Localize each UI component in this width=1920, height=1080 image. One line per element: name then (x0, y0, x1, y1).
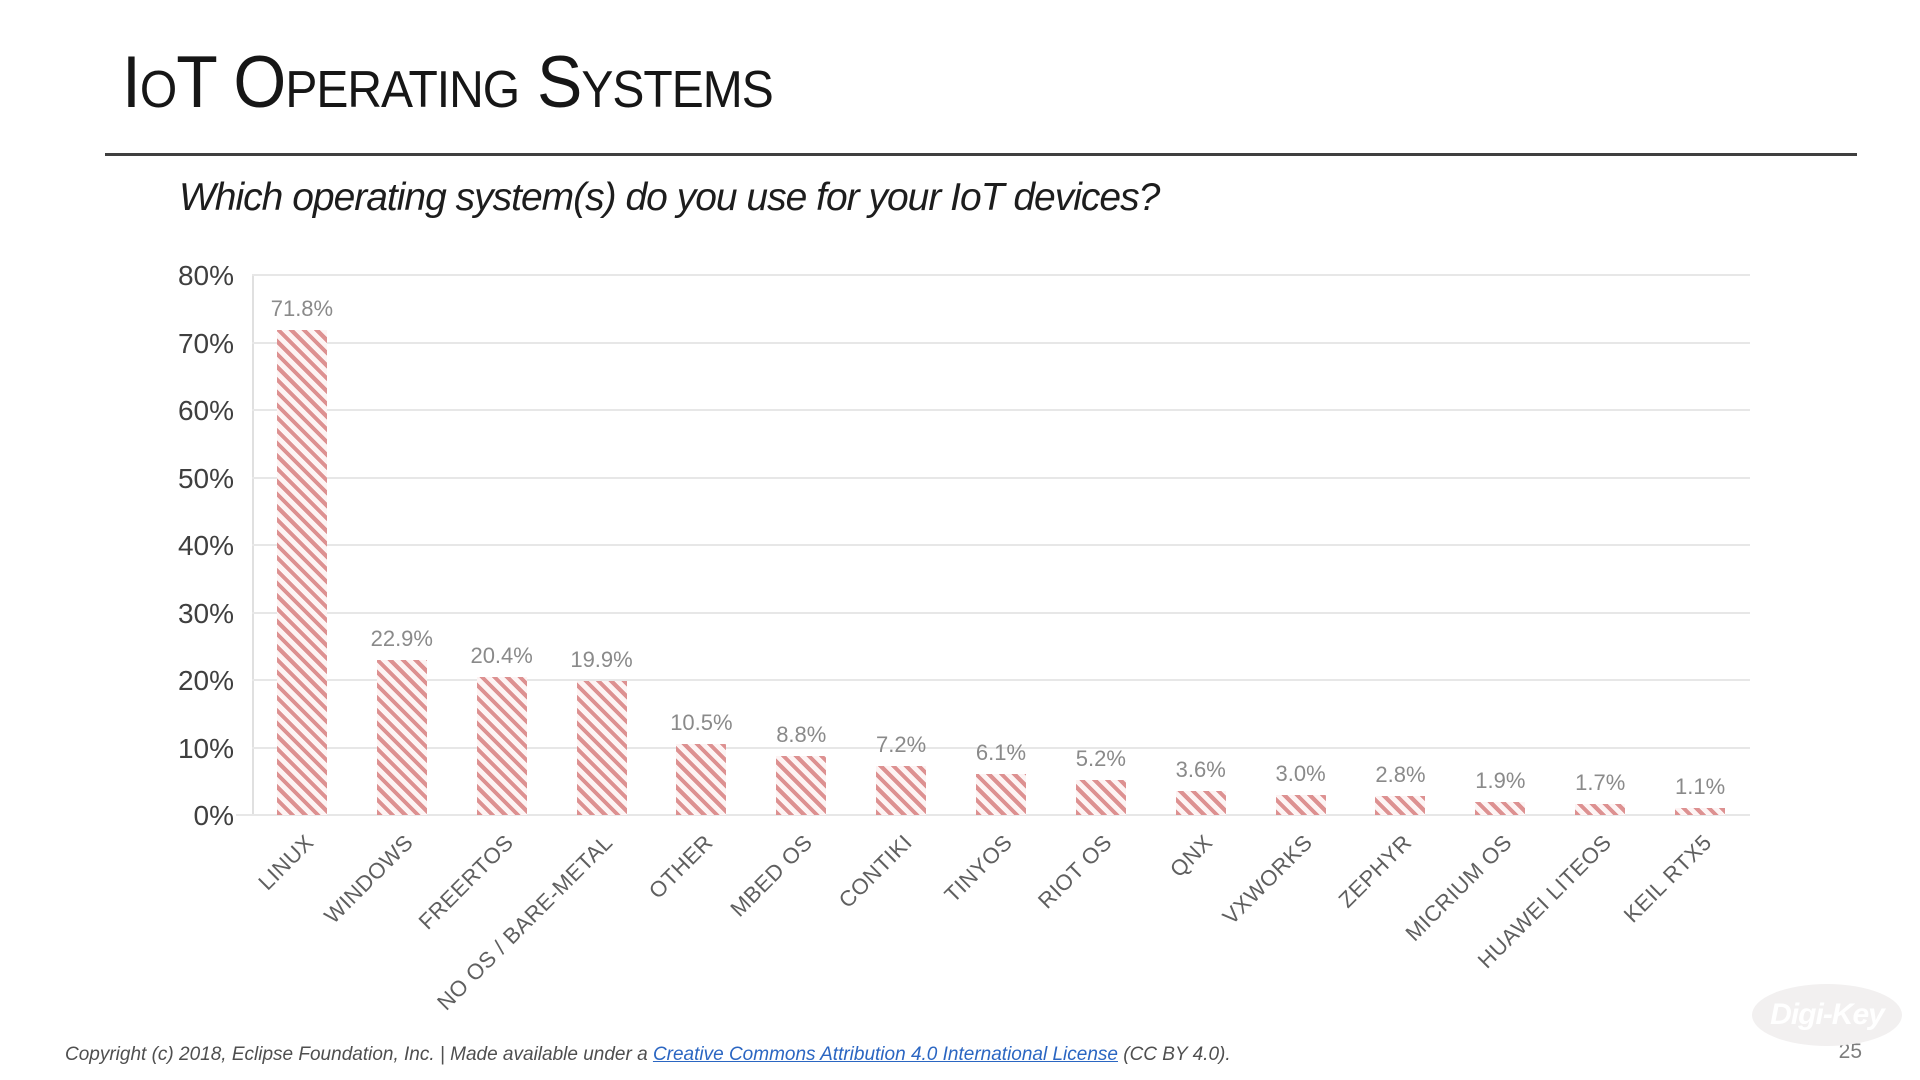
gridline (252, 341, 1750, 344)
digikey-logo-text: Digi-Key (1770, 998, 1885, 1031)
bar (1375, 796, 1426, 815)
bar (1675, 807, 1726, 815)
y-axis-tick-label: 20% (177, 665, 234, 696)
gridline (252, 746, 1750, 749)
bar-value-label: 1.9% (1475, 768, 1526, 794)
bar-value-label: 19.9% (570, 646, 633, 672)
bar (576, 680, 627, 815)
page-number: 25 (1838, 1040, 1862, 1063)
bar (1075, 779, 1126, 815)
digikey-logo-watermark: Digi-Key (1752, 984, 1902, 1046)
copyright-suffix: (CC BY 4.0). (1117, 1044, 1231, 1065)
bar-value-label: 7.2% (876, 732, 927, 758)
license-link[interactable]: Creative Commons Attribution 4.0 Interna… (652, 1044, 1118, 1065)
chart-question-subtitle: Which operating system(s) do you use for… (179, 176, 1160, 219)
gridline (252, 544, 1750, 546)
y-axis-tick-label: 30% (177, 597, 234, 629)
bar-value-label: 20.4% (470, 643, 533, 669)
bar-value-label: 6.1% (975, 739, 1027, 765)
bar-value-label: 22.9% (370, 626, 433, 652)
y-axis-tick-label: 10% (177, 732, 234, 764)
bar (1475, 802, 1526, 815)
bar (476, 677, 527, 815)
x-axis-category-label: NO OS / BARE-METAL (432, 829, 618, 1015)
bar-value-label: 3.0% (1275, 760, 1326, 786)
x-axis-category-label: CONTIKI (834, 829, 918, 913)
y-axis-tick-label: 70% (177, 327, 234, 359)
y-axis-tick-label: 0% (193, 800, 234, 831)
x-axis-category-label: FREERTOS (413, 829, 518, 935)
y-axis-tick-label: 50% (177, 462, 234, 494)
x-axis-category-label: RIOT OS (1033, 829, 1118, 914)
x-axis-category-label: MBED OS (725, 829, 818, 922)
bar-chart-plot-area: 80% 70% 60% 50% 40% 30% 20% 10% 0% 71.8% LINUX 22.9… (178, 262, 1750, 1015)
gridline (252, 679, 1750, 681)
bar (1175, 790, 1226, 815)
gridline (252, 274, 1750, 276)
x-axis-category-label: KEIL RTX5 (1618, 829, 1717, 928)
bar (776, 755, 827, 815)
x-axis-category-label: ZEPHYR (1333, 829, 1417, 913)
bar-value-label: 5.2% (1075, 745, 1126, 771)
page-title: IoT Operating Systems (122, 41, 774, 124)
x-axis-category-label: QNX (1164, 829, 1217, 883)
title-divider (105, 153, 1857, 156)
bar (376, 660, 427, 815)
gridline (252, 476, 1750, 479)
bar-value-label: 71.8% (270, 296, 334, 322)
gridline (252, 611, 1750, 614)
gridline (236, 814, 1750, 816)
copyright-text: Copyright (c) 2018, Eclipse Foundation, … (65, 1044, 653, 1065)
x-axis-category-label: WINDOWS (319, 829, 419, 929)
bar (976, 773, 1026, 815)
bar-value-label: 10.5% (670, 710, 733, 736)
y-axis-tick-label: 40% (177, 530, 234, 561)
bar (1275, 794, 1326, 815)
x-axis-category-label: LINUX (252, 829, 319, 895)
bar (1575, 803, 1626, 815)
copyright-footer: Copyright (c) 2018, Eclipse Foundation, … (65, 1044, 1231, 1066)
y-axis-tick-label: 80% (177, 260, 234, 291)
gridline (252, 409, 1750, 411)
bar-value-label: 8.8% (776, 721, 827, 747)
bar-value-label: 1.7% (1575, 769, 1626, 795)
y-axis-tick-label: 60% (177, 395, 234, 426)
bar (276, 330, 327, 815)
bar-value-label: 2.8% (1375, 762, 1426, 788)
bar-value-label: 1.1% (1674, 773, 1726, 799)
x-axis-category-label: OTHER (643, 829, 718, 904)
x-axis-category-label: VXWORKS (1217, 829, 1317, 930)
bar (876, 766, 927, 815)
x-axis-category-label: TINYOS (939, 829, 1018, 908)
bar-value-label: 3.6% (1175, 756, 1226, 782)
bar (676, 744, 727, 815)
